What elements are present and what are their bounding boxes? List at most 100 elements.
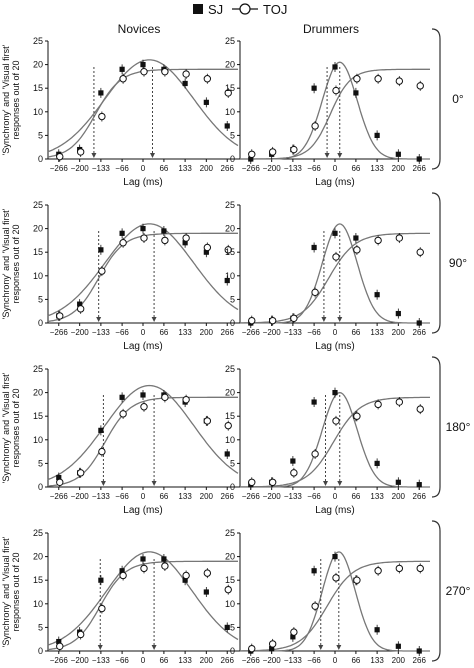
x-tick-label: −133 [92, 328, 111, 337]
toj-point [332, 86, 340, 95]
x-tick-label: −266 [50, 656, 69, 665]
y-tick-label: 10 [225, 435, 235, 445]
x-tick-label: 133 [370, 656, 384, 665]
toj-point [161, 236, 169, 245]
x-tick-label: 200 [392, 492, 406, 501]
x-tick-label: 200 [200, 328, 214, 337]
y-axis-label-line2: responses out of 20 [11, 552, 21, 631]
row-label: 180° [446, 420, 471, 434]
row-label: 270° [446, 584, 471, 598]
x-tick-label: 200 [200, 492, 214, 501]
y-tick-label: 15 [225, 575, 235, 585]
y-tick-label: 20 [33, 60, 43, 70]
toj-point [353, 412, 361, 420]
y-tick-label: 10 [33, 435, 43, 445]
y-tick-label: 20 [33, 224, 43, 234]
sj-point [98, 90, 104, 96]
sj-point [203, 99, 209, 105]
toj-point [395, 564, 404, 573]
x-tick-label: 66 [159, 164, 168, 173]
toj-point [161, 562, 169, 570]
sj-point [374, 460, 380, 466]
y-tick-label: 15 [225, 83, 235, 93]
y-tick-label: 15 [225, 247, 235, 257]
x-tick-label: 266 [413, 656, 427, 665]
sj-point [395, 479, 401, 485]
x-tick-label: −200 [71, 492, 90, 501]
toj-point [98, 267, 106, 275]
y-tick-label: 5 [38, 458, 43, 468]
toj-point [290, 628, 298, 636]
marker-arrow-head [151, 645, 157, 650]
marker-arrow-head [337, 153, 343, 158]
marker-arrow-head [151, 481, 157, 486]
x-tick-label: −66 [115, 164, 129, 173]
sj-point [311, 568, 317, 574]
toj-point [268, 148, 277, 156]
x-tick-label: −200 [263, 164, 282, 173]
sj-point [332, 64, 338, 70]
marker-arrow-head [151, 317, 157, 322]
x-tick-label: −133 [284, 164, 303, 173]
x-tick-label: −200 [263, 492, 282, 501]
y-tick-label: 5 [38, 130, 43, 140]
y-tick-label: 20 [225, 224, 235, 234]
sj-point [98, 577, 104, 583]
toj-point [416, 405, 424, 413]
y-tick-label: 10 [225, 107, 235, 117]
marker-arrow-head [91, 153, 97, 158]
row-bracket [431, 28, 441, 170]
toj-point [98, 112, 106, 121]
toj-point [290, 145, 298, 154]
marker-arrow-head [150, 153, 155, 158]
toj-point [182, 395, 190, 404]
x-axis-label: Lag (ms) [123, 505, 162, 516]
toj-point [374, 236, 382, 245]
toj-point [268, 316, 277, 325]
y-tick-label: 0 [38, 482, 43, 492]
x-tick-label: 133 [178, 328, 192, 337]
x-tick-label: 66 [351, 656, 360, 665]
x-tick-label: −133 [92, 164, 111, 173]
y-tick-label: 15 [33, 83, 43, 93]
sj-point [182, 80, 188, 87]
x-tick-label: 0 [141, 328, 146, 337]
toj-point [182, 234, 190, 242]
y-tick-label: 0 [38, 646, 43, 656]
sj-point [56, 638, 62, 645]
row-brackets: 0° 90° 180° 270° [431, 28, 471, 662]
sj-point [119, 66, 125, 72]
toj-fit-curve [240, 232, 430, 324]
x-axis-label: Lag (ms) [315, 341, 354, 352]
toj-point [224, 421, 232, 430]
y-tick-label: 25 [225, 200, 235, 210]
x-tick-label: −266 [242, 164, 261, 173]
y-tick-label: 10 [33, 599, 43, 609]
x-tick-label: 200 [200, 164, 214, 173]
toj-point [161, 67, 169, 76]
toj-point [248, 316, 256, 325]
x-tick-label: 266 [413, 328, 427, 337]
sj-point [98, 247, 104, 253]
y-tick-label: 15 [33, 575, 43, 585]
x-tick-label: 133 [178, 656, 192, 665]
x-tick-label: 66 [351, 492, 360, 501]
toj-point [76, 305, 85, 313]
y-tick-label: 5 [38, 294, 43, 304]
x-tick-label: 266 [221, 656, 235, 665]
toj-point [119, 410, 127, 418]
toj-point [290, 469, 298, 477]
x-tick-label: −200 [263, 656, 282, 665]
toj-point [332, 253, 340, 261]
y-tick-label: 0 [38, 154, 43, 164]
sj-point [140, 392, 146, 398]
legend-sj-marker [193, 4, 203, 14]
y-tick-label: 25 [33, 36, 43, 46]
toj-point [76, 630, 85, 639]
sj-point [140, 62, 146, 68]
x-axis-label: Lag (ms) [315, 177, 354, 188]
